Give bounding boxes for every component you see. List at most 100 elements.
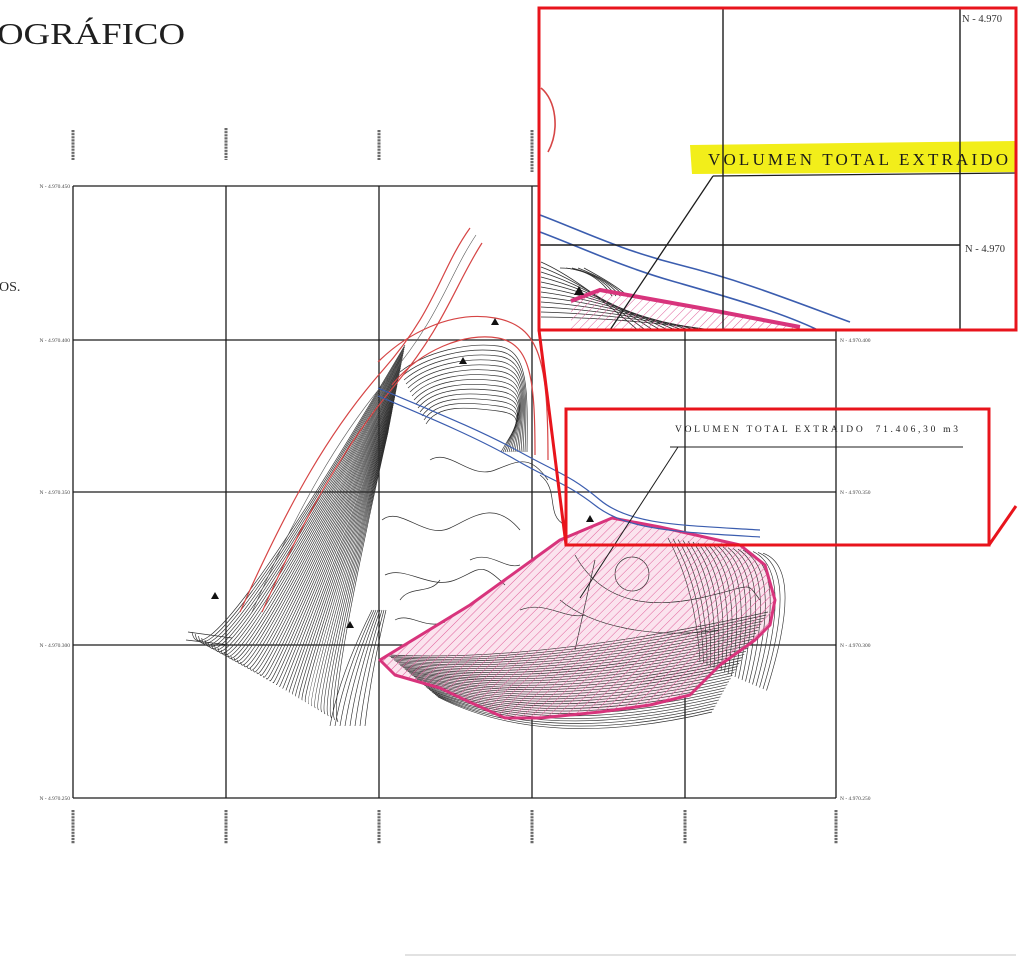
contour-line bbox=[230, 368, 401, 661]
contour-line bbox=[437, 696, 713, 729]
contour-line bbox=[329, 428, 390, 719]
contour-line bbox=[201, 350, 405, 646]
contour-line bbox=[399, 344, 528, 453]
inset-northing-label: N - 4.970 bbox=[962, 14, 1002, 25]
contour-line bbox=[292, 404, 394, 695]
contour-line bbox=[269, 391, 397, 682]
zoom-callout bbox=[537, 6, 1018, 547]
northing-label: N - 4.970.350 bbox=[840, 490, 871, 496]
contour-line bbox=[314, 418, 391, 709]
contour-line bbox=[295, 406, 394, 697]
contour-line bbox=[349, 609, 381, 727]
contour-line bbox=[285, 400, 395, 691]
northing-label: N - 4.970.350 bbox=[39, 490, 70, 496]
northing-label: N - 4.970.450 bbox=[39, 184, 70, 190]
contour-line bbox=[311, 416, 392, 707]
road-edge bbox=[261, 242, 483, 613]
volume-label: VOLUMEN TOTAL EXTRAIDO 71.406,30 m3 bbox=[675, 425, 958, 435]
contour-line bbox=[401, 349, 527, 453]
contour-line bbox=[433, 692, 718, 722]
survey-point-icon bbox=[346, 621, 354, 628]
contour-line bbox=[272, 393, 396, 684]
road-centerline bbox=[251, 234, 477, 613]
contour-line bbox=[417, 388, 519, 453]
contour-line bbox=[405, 359, 524, 453]
inset-label-underline bbox=[712, 172, 1016, 177]
contour-line bbox=[326, 426, 390, 717]
survey-point-icon bbox=[211, 592, 219, 599]
page-title: OGRÁFICO bbox=[0, 16, 185, 51]
contour-line bbox=[757, 552, 781, 690]
inset-frame bbox=[537, 6, 1018, 332]
inset-grid bbox=[539, 8, 961, 330]
watercourse-line bbox=[377, 395, 761, 538]
contour-line bbox=[243, 375, 400, 668]
contour-line bbox=[214, 358, 403, 653]
inset-watercourse-line bbox=[539, 214, 851, 323]
contour-line bbox=[253, 381, 399, 673]
contour-line bbox=[425, 407, 517, 453]
contour-line bbox=[323, 424, 390, 715]
northing-label: N - 4.970.400 bbox=[39, 338, 70, 344]
contour-line bbox=[224, 364, 402, 658]
contour-line bbox=[250, 379, 399, 671]
side-note: OS. bbox=[0, 280, 20, 295]
zoom-inset: VOLUMEN TOTAL EXTRAIDO N - 4.970 N - 4.9… bbox=[539, 8, 1016, 330]
contour-line bbox=[384, 568, 506, 586]
contour-line bbox=[762, 552, 786, 691]
contour-line bbox=[407, 364, 523, 453]
inset-leader-line bbox=[609, 175, 714, 330]
zoom-connector bbox=[537, 329, 568, 546]
northing-label: N - 4.970.300 bbox=[39, 643, 70, 649]
contour-line bbox=[317, 420, 391, 711]
road-lines bbox=[239, 227, 549, 613]
inset-volume-label: VOLUMEN TOTAL EXTRAIDO bbox=[708, 150, 1008, 169]
contour-line bbox=[259, 385, 398, 676]
contour-line bbox=[263, 387, 397, 678]
contour-line bbox=[185, 639, 231, 646]
contour-line bbox=[409, 369, 522, 453]
contour-line bbox=[539, 474, 566, 526]
contour-line bbox=[429, 457, 549, 481]
contour-line bbox=[344, 609, 379, 727]
contour-line bbox=[431, 691, 719, 719]
contour-line bbox=[187, 631, 233, 639]
contour-line bbox=[217, 360, 403, 654]
northing-labels-left: N - 4.970.450 N - 4.970.400 N - 4.970.35… bbox=[39, 184, 70, 802]
contour-line bbox=[288, 402, 395, 693]
northing-label: N - 4.970.250 bbox=[39, 796, 70, 802]
contour-line bbox=[198, 348, 405, 645]
road-edge bbox=[239, 227, 471, 613]
contour-line bbox=[329, 609, 373, 727]
survey-point-icon bbox=[574, 286, 584, 295]
contour-line bbox=[434, 694, 716, 724]
contour-line bbox=[399, 579, 441, 601]
contour-line bbox=[354, 609, 383, 727]
contour-line bbox=[469, 556, 521, 567]
contour-line bbox=[301, 410, 393, 701]
contour-line bbox=[211, 356, 403, 651]
contour-line bbox=[381, 512, 521, 531]
contour-line bbox=[364, 609, 387, 727]
contour-line bbox=[413, 379, 521, 453]
quarry-boundary bbox=[391, 336, 536, 456]
contour-line bbox=[436, 695, 714, 727]
easting-labels bbox=[71, 128, 838, 844]
contour-line bbox=[336, 431, 389, 723]
northing-label: N - 4.970.250 bbox=[840, 796, 871, 802]
contour-line bbox=[276, 395, 396, 685]
contour-line bbox=[298, 408, 393, 699]
contour-line bbox=[279, 397, 396, 687]
northing-label: N - 4.970.300 bbox=[840, 643, 871, 649]
inset-highlight bbox=[690, 141, 1016, 174]
inset-quarry-boundary bbox=[540, 87, 556, 153]
northing-label: N - 4.970.400 bbox=[840, 338, 871, 344]
contour-line bbox=[256, 383, 398, 674]
inset-extraction-hatch bbox=[571, 290, 800, 330]
survey-point-icon bbox=[459, 357, 467, 364]
northing-labels-right: N - 4.970.400 N - 4.970.350 N - 4.970.30… bbox=[840, 338, 871, 802]
contour-line bbox=[415, 384, 520, 453]
survey-points bbox=[211, 318, 594, 628]
contour-line bbox=[359, 609, 385, 727]
contour-line bbox=[411, 374, 521, 453]
